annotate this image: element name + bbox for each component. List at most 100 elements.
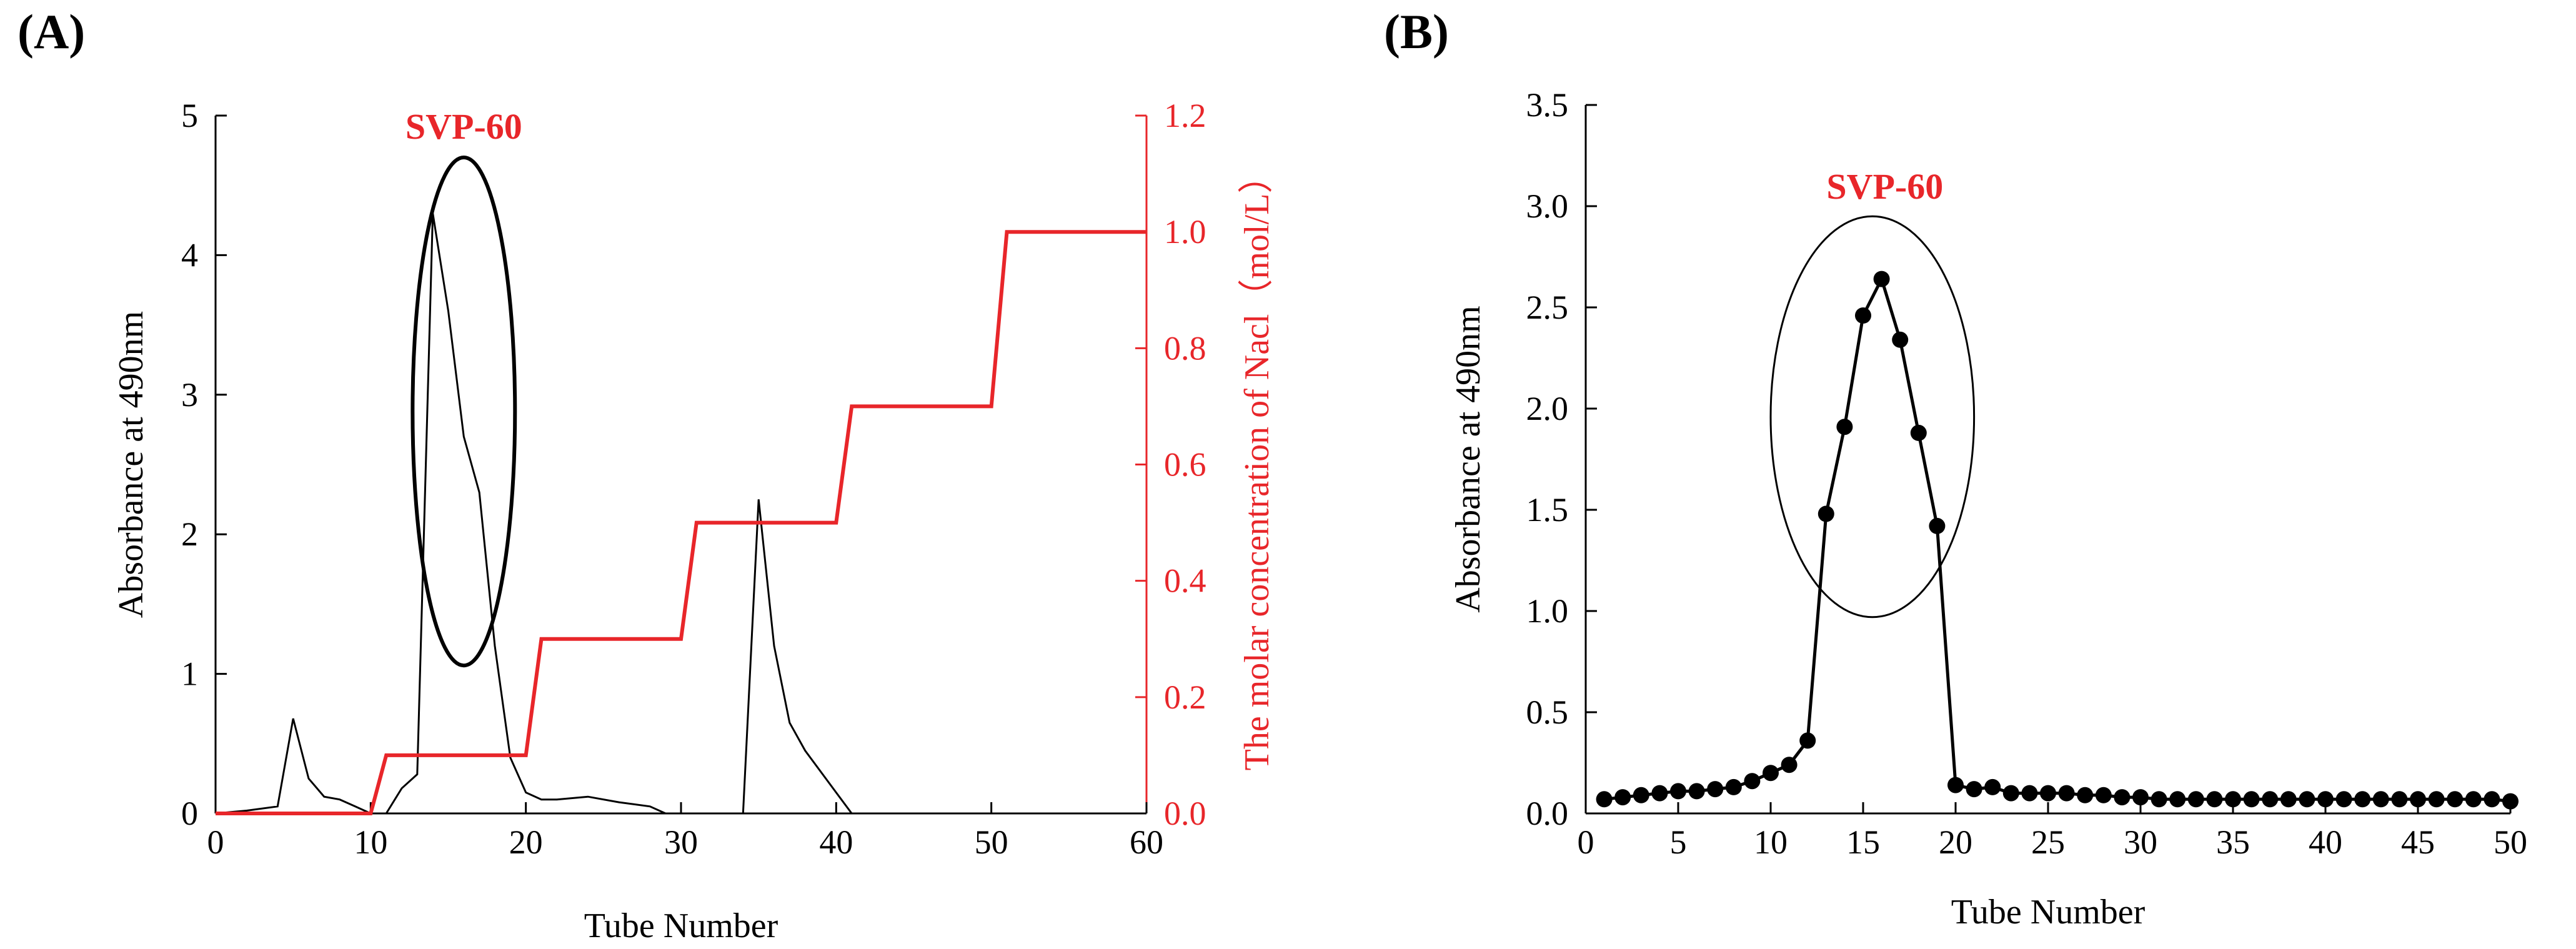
x-tick-label: 0 [1578, 823, 1594, 861]
data-point [1688, 783, 1705, 800]
svp60-ellipse [410, 156, 517, 668]
x-tick-label: 5 [1670, 823, 1687, 861]
y2-tick-label: 0.4 [1164, 562, 1206, 600]
x-tick-label: 50 [975, 823, 1008, 861]
data-point [2114, 789, 2131, 806]
data-point [1892, 331, 1909, 348]
y-tick-label: 3.0 [1526, 187, 1569, 225]
svp60-ellipse [1769, 215, 1976, 619]
data-point [2077, 787, 2094, 803]
data-point [1707, 781, 1724, 798]
y-tick-label: 1.5 [1526, 491, 1569, 529]
y-tick-label: 2 [181, 515, 198, 553]
y-axis-title: Absorbance at 490nm [1449, 306, 1488, 612]
data-point [2502, 793, 2519, 810]
data-point [2187, 791, 2204, 808]
panel-b-label: (B) [1384, 4, 1449, 59]
x-tick-label: 15 [1846, 823, 1880, 861]
data-point [1910, 424, 1927, 441]
data-point [1966, 781, 1982, 798]
x-tick-label: 30 [2124, 823, 2157, 861]
data-point [2058, 785, 2075, 802]
chart-b: 0 5 10 15 20 25 30 35 40 45 50 0.0 0.5 1.0 1.5 2.0 2.5 3.… [1449, 86, 2527, 932]
y2-tick-label: 0.0 [1164, 795, 1206, 832]
data-point [1763, 765, 1779, 782]
svp60-annotation: SVP-60 [1826, 166, 1943, 207]
data-point [2484, 791, 2500, 808]
data-point [1781, 757, 1798, 773]
x-tick-label: 40 [819, 823, 853, 861]
data-point [1670, 783, 1686, 800]
data-point [2410, 791, 2426, 808]
data-point [2040, 785, 2056, 802]
data-point [1873, 271, 1890, 287]
y-tick-label: 2.0 [1526, 390, 1569, 427]
data-point [2095, 787, 2112, 803]
series-nacl-line [216, 230, 1146, 815]
y-tick-label: 0.0 [1526, 795, 1569, 832]
y2-tick-label: 1.2 [1164, 97, 1206, 134]
y-axis-title: Absorbance at 490nm [112, 311, 151, 618]
data-point [2335, 791, 2352, 808]
x-tick-label: 45 [2401, 823, 2435, 861]
x-tick-label: 0 [207, 823, 224, 861]
data-point [2447, 791, 2464, 808]
chart-a: 0 10 20 30 40 50 60 0 1 2 3 4 5 0.0 0.2 0.4 0.6 0.8 1.0 1.2… [112, 97, 1276, 945]
data-point [2465, 791, 2482, 808]
data-point [1744, 773, 1761, 790]
x-tick-label: 60 [1130, 823, 1163, 861]
data-point [2151, 791, 2167, 808]
series-absorbance-line [1604, 274, 2511, 803]
data-point [2225, 791, 2241, 808]
y-tick-label: 2.5 [1526, 289, 1569, 326]
data-point [1725, 778, 1742, 795]
data-point [1855, 307, 1871, 324]
y-tick-label: 5 [181, 97, 198, 134]
x-tick-label: 10 [1754, 823, 1788, 861]
data-point [2299, 791, 2315, 808]
data-point [1929, 517, 1946, 534]
x-axis-title: Tube Number [1951, 893, 2146, 932]
data-point [2169, 791, 2186, 808]
data-point [2428, 791, 2445, 808]
data-point [2132, 789, 2149, 806]
y2-tick-label: 0.8 [1164, 329, 1206, 367]
data-point [1984, 778, 2001, 795]
y-tick-label: 3.5 [1526, 86, 1569, 124]
data-point [1614, 789, 1631, 806]
y2-tick-label: 0.2 [1164, 678, 1206, 716]
y2-axis-title: The molar concentration of Nacl（mol/L） [1238, 159, 1276, 771]
y-tick-label: 0.5 [1526, 693, 1569, 731]
data-point [2391, 791, 2408, 808]
y-tick-label: 4 [181, 236, 198, 274]
data-point [2206, 791, 2223, 808]
x-axis-title: Tube Number [584, 907, 778, 945]
x-tick-label: 35 [2216, 823, 2250, 861]
data-point [1633, 787, 1649, 803]
y-tick-label: 1 [181, 655, 198, 693]
x-tick-label: 50 [2494, 823, 2527, 861]
x-tick-label: 30 [664, 823, 698, 861]
data-point [2002, 785, 2019, 802]
svp60-annotation: SVP-60 [405, 106, 522, 147]
data-point [2243, 791, 2260, 808]
data-point [1799, 732, 1816, 749]
data-point [1596, 791, 1613, 808]
data-point [2354, 791, 2371, 808]
y-tick-label: 1.0 [1526, 592, 1569, 630]
data-point [1818, 505, 1834, 522]
x-tick-label: 40 [2309, 823, 2342, 861]
data-point [2317, 791, 2334, 808]
x-tick-label: 25 [2031, 823, 2065, 861]
data-point [2021, 785, 2038, 802]
panel-a-label: (A) [17, 4, 86, 59]
y-tick-label: 3 [181, 376, 198, 414]
data-point [2280, 791, 2297, 808]
data-point [1836, 419, 1853, 435]
data-point [1651, 785, 1668, 802]
x-tick-label: 20 [1939, 823, 1972, 861]
data-point [2262, 791, 2279, 808]
data-point [1947, 777, 1964, 793]
x-tick-label: 10 [354, 823, 387, 861]
